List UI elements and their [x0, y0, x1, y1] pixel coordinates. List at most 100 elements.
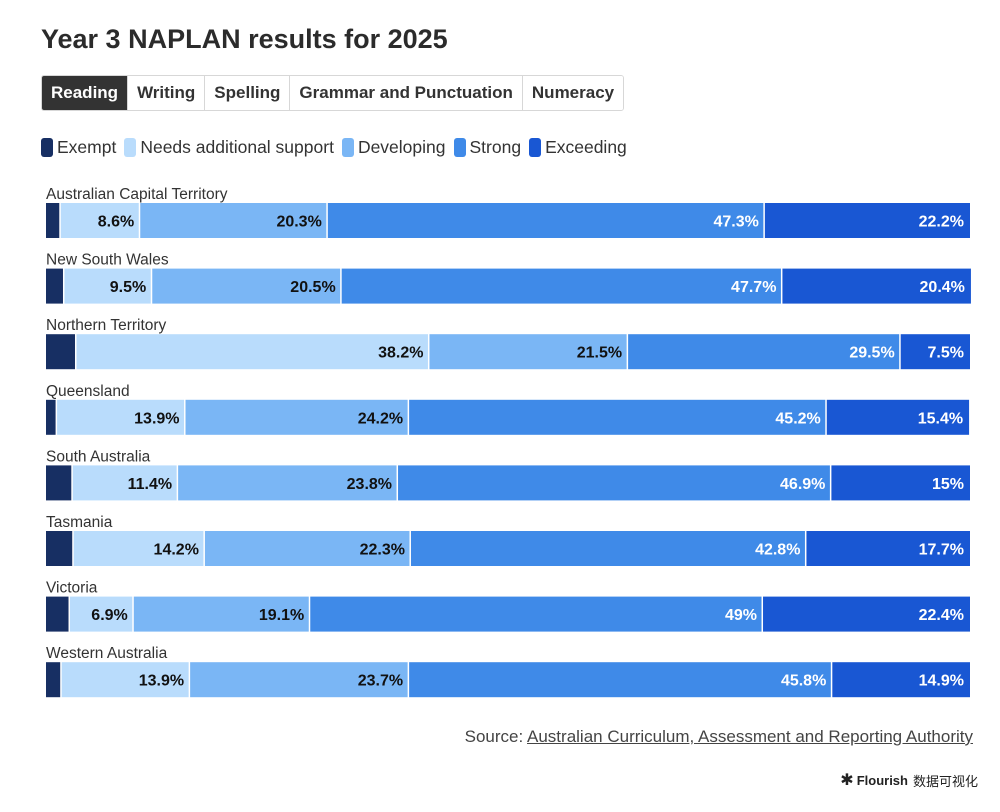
bar-segment-exceeding[interactable] [900, 334, 970, 370]
bar-segment-needs-additional-support[interactable] [64, 268, 151, 304]
bar-segment-developing[interactable] [152, 268, 341, 304]
data-label: 23.8% [347, 476, 392, 493]
bar-segment-developing[interactable] [178, 465, 397, 501]
flourish-suffix: 数据可视化 [912, 773, 978, 789]
bar-segment-exceeding[interactable] [832, 662, 970, 698]
data-label: 47.3% [713, 214, 758, 231]
bar-segment-exceeding[interactable] [806, 531, 970, 566]
legend-label: Exempt [57, 137, 117, 157]
bar-segment-strong[interactable] [398, 465, 830, 501]
category-label: Western Australia [46, 645, 168, 662]
bar-segment-exceeding[interactable] [831, 465, 970, 501]
data-label: 20.5% [290, 279, 335, 296]
data-label: 49% [725, 607, 757, 624]
legend-swatch [453, 138, 466, 157]
bar-segment-exceeding[interactable] [763, 596, 970, 632]
data-label: 21.5% [577, 345, 622, 362]
bar-segment-needs-additional-support[interactable] [73, 531, 204, 566]
bar-segment-exceeding[interactable] [764, 203, 970, 238]
bar-segment-exempt[interactable] [46, 268, 63, 304]
bar-segment-developing[interactable] [140, 203, 327, 238]
bar-segment-strong[interactable] [341, 268, 781, 304]
tab-numeracy[interactable]: Numeracy [522, 76, 624, 110]
tab-writing[interactable]: Writing [128, 76, 206, 110]
legend-item-exceeding[interactable]: Exceeding [529, 137, 627, 158]
bar-row: Tasmania 14.2% 22.3% 42.8% 17.7% [46, 514, 970, 566]
bar-segment-exempt[interactable] [46, 465, 72, 501]
data-label: 38.2% [378, 345, 423, 362]
data-label: 15% [932, 476, 964, 493]
bar-segment-needs-additional-support[interactable] [76, 334, 428, 370]
data-label: 22.4% [919, 607, 964, 624]
bar-segment-exceeding[interactable] [826, 399, 970, 435]
bar-segment-strong[interactable] [628, 334, 900, 370]
data-label: 42.8% [755, 542, 800, 559]
bar-segment-needs-additional-support[interactable] [61, 662, 189, 698]
bar-segment-strong[interactable] [409, 662, 831, 698]
bar-segment-developing[interactable] [429, 334, 627, 370]
bar-segment-exempt[interactable] [46, 531, 73, 566]
data-label: 9.5% [110, 279, 146, 296]
bar-row: Victoria 6.9% 19.1% 49% 22.4% [46, 580, 970, 632]
data-label: 14.9% [919, 673, 964, 690]
tab-grammar-and-punctuation[interactable]: Grammar and Punctuation [290, 76, 523, 110]
tab-spelling[interactable]: Spelling [205, 76, 291, 110]
bar-segment-developing[interactable] [190, 662, 408, 698]
bar-row: Australian Capital Territory 8.6% 20.3% 47.… [46, 186, 970, 238]
bar-segment-exempt[interactable] [46, 596, 69, 632]
bar-segment-strong[interactable] [409, 399, 826, 435]
data-label: 23.7% [358, 673, 403, 690]
data-label: 22.3% [360, 542, 405, 559]
legend-swatch [41, 138, 53, 157]
data-label: 20.3% [276, 214, 321, 231]
bar-row: Northern Territory 38.2% 21.5% 29.5% 7.5% [46, 317, 970, 370]
data-label: 24.2% [358, 410, 403, 427]
bar-segment-exempt[interactable] [46, 662, 61, 698]
bar-segment-exempt[interactable] [46, 334, 75, 370]
source-note: Source: Australian Curriculum, Assessmen… [465, 727, 973, 747]
metric-tabs: Reading Writing Spelling Grammar and Punctu… [41, 75, 625, 111]
legend-item-developing[interactable]: Developing [341, 137, 446, 158]
source-link[interactable]: Australian Curriculum, Assessment and Re… [527, 727, 973, 746]
category-label: Northern Territory [46, 317, 167, 334]
legend-label: Needs additional support [140, 137, 334, 157]
category-label: New South Wales [46, 252, 169, 269]
bar-segment-developing[interactable] [204, 531, 410, 566]
bar-segment-needs-additional-support[interactable] [72, 465, 177, 501]
data-label: 17.7% [919, 542, 964, 559]
flourish-brand: Flourish [856, 772, 908, 788]
category-label: South Australia [46, 448, 151, 465]
data-label: 15.4% [918, 410, 963, 427]
bar-segment-needs-additional-support[interactable] [57, 399, 185, 435]
tab-reading[interactable]: Reading [42, 76, 129, 110]
flourish-footer[interactable]: ✱ Flourish 数据可视化 [840, 770, 978, 790]
legend-swatch [529, 138, 542, 157]
bar-segment-exceeding[interactable] [782, 268, 971, 304]
bar-segment-developing[interactable] [185, 399, 408, 435]
bar-segment-strong[interactable] [310, 596, 762, 632]
data-label: 8.6% [98, 214, 134, 231]
bar-segment-exempt[interactable] [46, 203, 60, 238]
legend-item-exempt[interactable]: Exempt [41, 137, 116, 158]
bar-segment-needs-additional-support[interactable] [70, 596, 133, 632]
data-label: 6.9% [91, 607, 127, 624]
legend-item-needs-additional-support[interactable]: Needs additional support [124, 137, 334, 158]
bar-row: South Australia 11.4% 23.8% 46.9% 15% [46, 448, 970, 501]
bar-segment-strong[interactable] [327, 203, 764, 238]
data-label: 47.7% [731, 279, 776, 296]
bar-segment-strong[interactable] [410, 531, 805, 566]
bar-segment-needs-additional-support[interactable] [60, 203, 139, 238]
data-label: 13.9% [134, 410, 179, 427]
data-label: 7.5% [928, 345, 964, 362]
bar-row: New South Wales 9.5% 20.5% 47.7% 20.4% [46, 252, 971, 304]
bar-segment-exempt[interactable] [46, 399, 56, 435]
flourish-star-icon: ✱ [840, 772, 854, 789]
source-prefix: Source: [464, 727, 528, 746]
legend-label: Exceeding [545, 137, 627, 157]
legend-label: Developing [357, 137, 446, 157]
legend-item-strong[interactable]: Strong [453, 137, 521, 158]
bar-segment-developing[interactable] [133, 596, 309, 632]
legend-swatch [341, 138, 354, 157]
data-label: 22.2% [919, 214, 964, 231]
